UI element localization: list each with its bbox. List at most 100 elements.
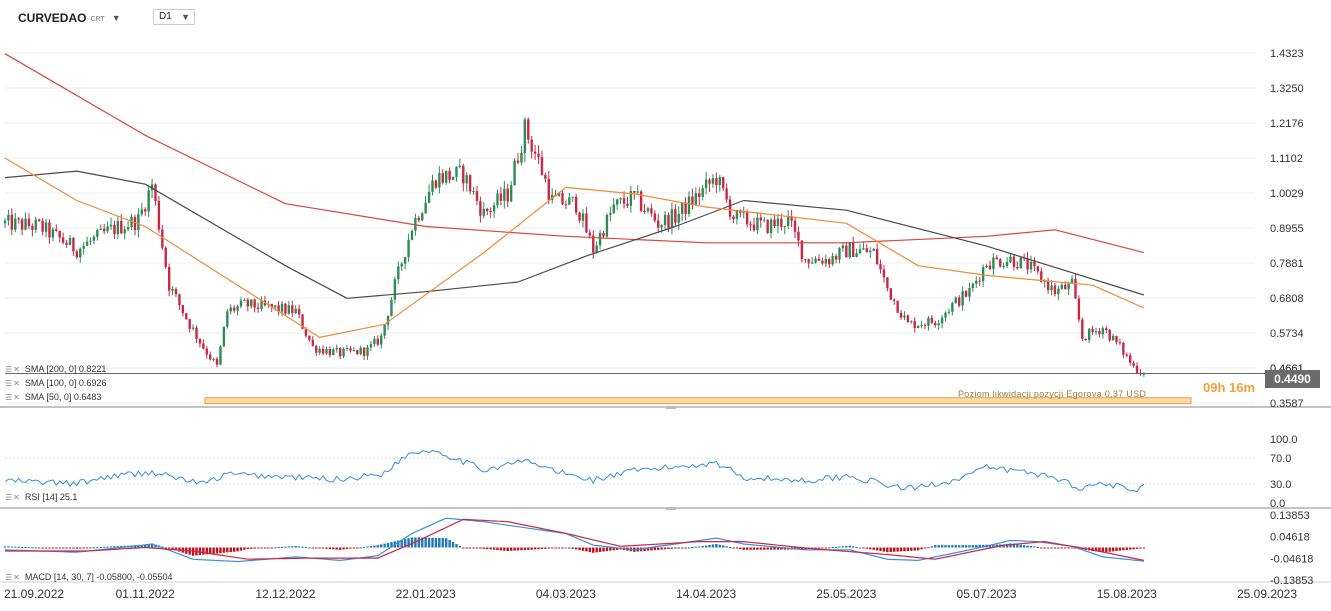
candle-body bbox=[1067, 282, 1070, 290]
macd-histogram-bar bbox=[297, 546, 301, 548]
macd-histogram-bar bbox=[325, 547, 328, 549]
time-axis-tick: 25.05.2023 bbox=[816, 587, 876, 601]
macd-histogram-bar bbox=[222, 547, 226, 553]
menu-icon[interactable]: ☰✕ bbox=[5, 392, 21, 402]
candle-body bbox=[410, 230, 414, 240]
macd-histogram-bar bbox=[561, 547, 564, 549]
sma50-line bbox=[4, 157, 1145, 338]
macd-histogram-bar bbox=[1098, 547, 1101, 552]
macd-histogram-bar bbox=[506, 547, 509, 552]
candle-body bbox=[995, 257, 999, 260]
candle-body bbox=[48, 222, 51, 238]
macd-histogram-bar bbox=[988, 544, 992, 548]
candle-body bbox=[585, 213, 588, 233]
candle-body bbox=[978, 280, 981, 282]
rsi-axis-tick: 100.0 bbox=[1270, 434, 1298, 446]
candle-body bbox=[417, 217, 421, 221]
macd-histogram-bar bbox=[386, 542, 390, 548]
current-price-tag: 0.4490 bbox=[1265, 370, 1320, 388]
chevron-down-icon[interactable]: ▼ bbox=[111, 13, 121, 23]
macd-histogram-bar bbox=[212, 547, 215, 554]
candle-body bbox=[7, 214, 10, 221]
chevron-down-icon[interactable]: ▼ bbox=[181, 12, 190, 22]
candle-body bbox=[663, 214, 667, 226]
macd-histogram-bar bbox=[684, 547, 687, 549]
macd-histogram-bar bbox=[694, 546, 698, 548]
candle-body bbox=[869, 250, 872, 253]
candle-body bbox=[1040, 271, 1043, 282]
macd-histogram-bar bbox=[424, 537, 427, 548]
macd-histogram-bar bbox=[144, 544, 147, 548]
candle-body bbox=[219, 346, 222, 365]
macd-histogram-bar bbox=[615, 547, 619, 550]
menu-icon[interactable]: ☰✕ bbox=[5, 492, 21, 502]
candle-body bbox=[441, 173, 444, 183]
candle-body bbox=[858, 249, 862, 254]
macd-histogram-bar bbox=[780, 547, 783, 550]
macd-histogram-bar bbox=[308, 547, 311, 549]
macd-histogram-bar bbox=[140, 544, 144, 548]
candle-body bbox=[817, 258, 821, 261]
legend-macd[interactable]: ☰✕ MACD [14, 30, 7] -0.05800, -0.05504 bbox=[5, 571, 172, 583]
candle-body bbox=[728, 199, 732, 217]
timeframe-dropdown[interactable]: D1 ▼ bbox=[153, 9, 195, 25]
macd-histogram-bar bbox=[742, 547, 745, 550]
candle-body bbox=[622, 198, 626, 204]
candle-body bbox=[776, 218, 780, 227]
macd-histogram-bar bbox=[547, 547, 550, 549]
macd-histogram-bar bbox=[1029, 546, 1033, 548]
candle-body bbox=[68, 237, 72, 246]
macd-histogram-bar bbox=[817, 547, 821, 549]
macd-histogram-bar bbox=[1135, 547, 1139, 549]
candle-body bbox=[284, 303, 287, 314]
macd-histogram-bar bbox=[903, 547, 906, 552]
macd-histogram-bar bbox=[154, 544, 157, 548]
candle-body bbox=[304, 328, 308, 336]
candle-body bbox=[551, 194, 554, 200]
macd-histogram-bar bbox=[598, 547, 602, 552]
macd-histogram-bar bbox=[571, 547, 574, 549]
macd-axis-tick: -0.13853 bbox=[1270, 575, 1313, 587]
legend-sma50[interactable]: ☰✕ SMA [50, 0] 0.6483 bbox=[5, 391, 101, 403]
macd-histogram-bar bbox=[513, 547, 516, 551]
macd-histogram-bar bbox=[349, 547, 352, 549]
price-axis-tick: 0.7881 bbox=[1270, 258, 1304, 270]
legend-rsi[interactable]: ☰✕ RSI [14] 25.1 bbox=[5, 491, 77, 503]
macd-histogram-bar bbox=[845, 546, 848, 548]
macd-histogram-bar bbox=[1067, 547, 1070, 549]
pane-resize-handle[interactable] bbox=[666, 406, 676, 409]
candle-body bbox=[653, 213, 657, 221]
macd-histogram-bar bbox=[523, 547, 527, 551]
macd-histogram-bar bbox=[79, 547, 82, 549]
legend-sma200[interactable]: ☰✕ SMA [200, 0] 0.8221 bbox=[5, 363, 106, 375]
candle-body bbox=[557, 192, 561, 197]
candle-body bbox=[1122, 342, 1125, 355]
pane-resize-handle[interactable] bbox=[666, 507, 676, 510]
candle-body bbox=[1105, 328, 1108, 331]
macd-histogram-bar bbox=[602, 547, 605, 552]
macd-signal-line bbox=[5, 518, 1145, 561]
candle-body bbox=[27, 218, 31, 227]
candle-body bbox=[1125, 354, 1128, 356]
macd-histogram-bar bbox=[800, 547, 804, 550]
menu-icon[interactable]: ☰✕ bbox=[5, 572, 21, 582]
candle-body bbox=[438, 173, 441, 188]
menu-icon[interactable]: ☰✕ bbox=[5, 364, 21, 374]
macd-histogram-bar bbox=[509, 547, 513, 551]
macd-histogram-bar bbox=[328, 547, 332, 550]
macd-histogram-bar bbox=[834, 546, 838, 548]
candle-body bbox=[273, 305, 277, 308]
candle-body bbox=[872, 248, 875, 251]
candle-body bbox=[465, 175, 468, 184]
menu-icon[interactable]: ☰✕ bbox=[5, 378, 21, 388]
macd-histogram-bar bbox=[1050, 547, 1053, 549]
macd-histogram-bar bbox=[1033, 546, 1036, 548]
symbol-selector[interactable]: CURVEDAO CRT ▼ bbox=[18, 8, 121, 28]
candle-body bbox=[588, 232, 592, 236]
macd-histogram-bar bbox=[205, 547, 208, 555]
macd-histogram-bar bbox=[581, 547, 585, 551]
macd-histogram-bar bbox=[116, 546, 120, 548]
legend-sma100[interactable]: ☰✕ SMA [100, 0] 0.6926 bbox=[5, 377, 106, 389]
candle-body bbox=[1111, 335, 1115, 341]
candle-body bbox=[448, 170, 451, 180]
